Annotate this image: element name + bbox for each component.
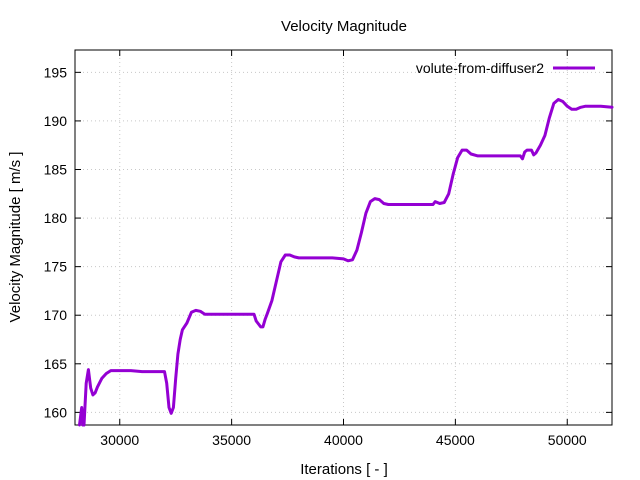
y-tick-label: 180: [44, 210, 68, 226]
grid: [75, 50, 612, 425]
x-tick-label: 35000: [212, 432, 251, 448]
y-tick-label: 160: [44, 404, 68, 420]
y-tick-label: 185: [44, 161, 68, 177]
legend: volute-from-diffuser2: [416, 60, 595, 76]
y-tick-label: 165: [44, 356, 68, 372]
x-tick-label: 30000: [100, 432, 139, 448]
x-tick-label: 40000: [324, 432, 363, 448]
x-axis-label: Iterations [ - ]: [300, 461, 388, 478]
y-tick-label: 190: [44, 113, 68, 129]
x-tick-label: 45000: [436, 432, 475, 448]
x-tick-label: 50000: [548, 432, 587, 448]
legend-label: volute-from-diffuser2: [416, 60, 544, 76]
axis-ticks: 30000 35000 40000 45000 50000 160 165 170 175 180…: [44, 50, 612, 448]
y-tick-label: 195: [44, 64, 68, 80]
series-line-volute-from-diffuser2: [78, 98, 614, 427]
y-axis-label: Velocity Magnitude [ m/s ]: [7, 152, 24, 323]
y-tick-label: 175: [44, 259, 68, 275]
y-tick-label: 170: [44, 307, 68, 323]
chart-title: Velocity Magnitude: [281, 18, 407, 35]
